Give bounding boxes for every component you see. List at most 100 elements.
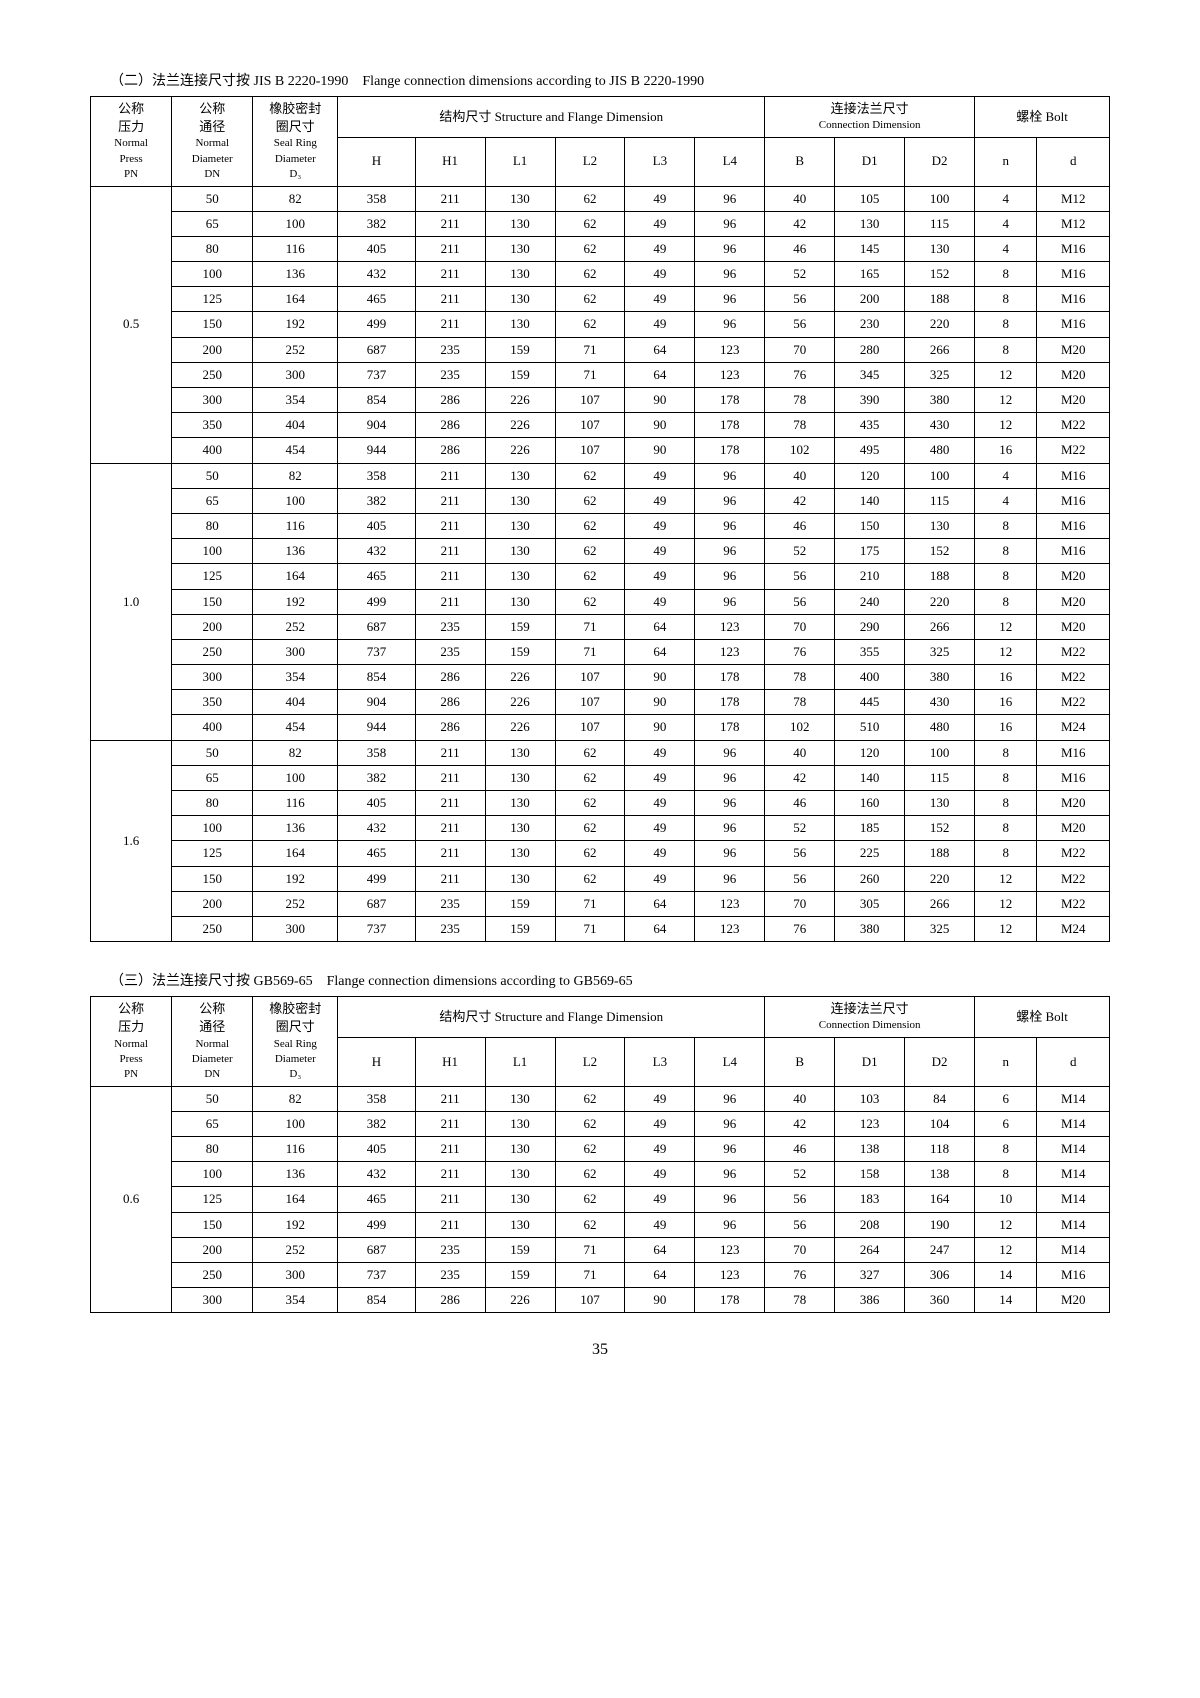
cell: 380 [905,665,975,690]
cell: 159 [485,614,555,639]
cell: 264 [835,1237,905,1262]
cell: 40 [765,740,835,765]
cell: 96 [695,539,765,564]
cell: 100 [253,488,338,513]
th-D1: D1 [835,1037,905,1086]
th-dn: 公称通径 NormalDiameterDN [172,997,253,1087]
cell: 78 [765,690,835,715]
cell: 136 [253,539,338,564]
cell: 90 [625,715,695,740]
cell: 56 [765,287,835,312]
cell: M12 [1037,186,1110,211]
cell: 164 [253,841,338,866]
cell: 480 [905,438,975,463]
cell: 252 [253,614,338,639]
cell: 82 [253,740,338,765]
cell: 280 [835,337,905,362]
table-row: 2002526872351597164123702802668M20 [91,337,1110,362]
table-row: 25030073723515971641237638032512M24 [91,916,1110,941]
cell: M22 [1037,891,1110,916]
table-row: 1.05082358211130624996401201004M16 [91,463,1110,488]
cell: 687 [338,1237,415,1262]
cell: 130 [485,287,555,312]
cell: 737 [338,639,415,664]
table-row: 150192499211130624996562302208M16 [91,312,1110,337]
cell: 220 [905,866,975,891]
cell: 12 [975,388,1037,413]
cell: 64 [625,1263,695,1288]
cell: 120 [835,740,905,765]
cell: 65 [172,765,253,790]
cell: 152 [905,539,975,564]
cell: 8 [975,816,1037,841]
cell: 130 [485,564,555,589]
cell: 192 [253,866,338,891]
cell: 62 [555,866,625,891]
cell: 208 [835,1212,905,1237]
cell: 8 [975,1162,1037,1187]
th-L4: L4 [695,137,765,186]
th-L4: L4 [695,1037,765,1086]
cell: 107 [555,388,625,413]
cell: 118 [905,1137,975,1162]
cell: 164 [253,564,338,589]
cell: 944 [338,715,415,740]
th-D2: D2 [905,1037,975,1086]
cell: 120 [835,463,905,488]
table-row: 1.65082358211130624996401201008M16 [91,740,1110,765]
cell: 305 [835,891,905,916]
cell: 300 [172,665,253,690]
cell: 454 [253,715,338,740]
cell: 159 [485,337,555,362]
cell: 80 [172,236,253,261]
cell: 220 [905,312,975,337]
cell: 102 [765,438,835,463]
cell: 432 [338,816,415,841]
cell: M16 [1037,1263,1110,1288]
page-number: 35 [90,1341,1110,1359]
cell: 136 [253,1162,338,1187]
table-row: 100136432211130624996521851528M20 [91,816,1110,841]
cell: 445 [835,690,905,715]
cell: 90 [625,388,695,413]
cell: 70 [765,337,835,362]
cell: 185 [835,816,905,841]
cell: M16 [1037,236,1110,261]
table-row: 150192499211130624996562402208M20 [91,589,1110,614]
cell: 405 [338,236,415,261]
th-pn-en: NormalPressPN [93,136,169,182]
section1-title: （二）法兰连接尺寸按 JIS B 2220-1990 Flange connec… [110,70,1110,90]
cell: 325 [905,362,975,387]
table-jis-body: 0.55082358211130624996401051004M12651003… [91,186,1110,942]
cell: 76 [765,916,835,941]
cell: 405 [338,1137,415,1162]
cell: 211 [415,513,485,538]
cell: 200 [172,1237,253,1262]
cell: 130 [835,211,905,236]
th-dn: 公称通径 NormalDiameterDN [172,97,253,187]
cell: 49 [625,564,695,589]
cell: 226 [485,438,555,463]
cell: 220 [905,589,975,614]
th-H: H [338,1037,415,1086]
cell: 100 [253,1111,338,1136]
cell: 904 [338,413,415,438]
cell: 130 [905,236,975,261]
cell: 96 [695,287,765,312]
cell: 62 [555,463,625,488]
cell: 226 [485,715,555,740]
cell: 52 [765,816,835,841]
cell: 49 [625,463,695,488]
cell: 78 [765,665,835,690]
cell: 46 [765,236,835,261]
cell: M16 [1037,740,1110,765]
cell: 235 [415,362,485,387]
cell: 115 [905,211,975,236]
cell: 4 [975,236,1037,261]
cell: 360 [905,1288,975,1313]
table-row: 350404904286226107901787844543016M22 [91,690,1110,715]
cell: 71 [555,1237,625,1262]
cell: 100 [172,1162,253,1187]
th-L3: L3 [625,137,695,186]
cell: 737 [338,1263,415,1288]
